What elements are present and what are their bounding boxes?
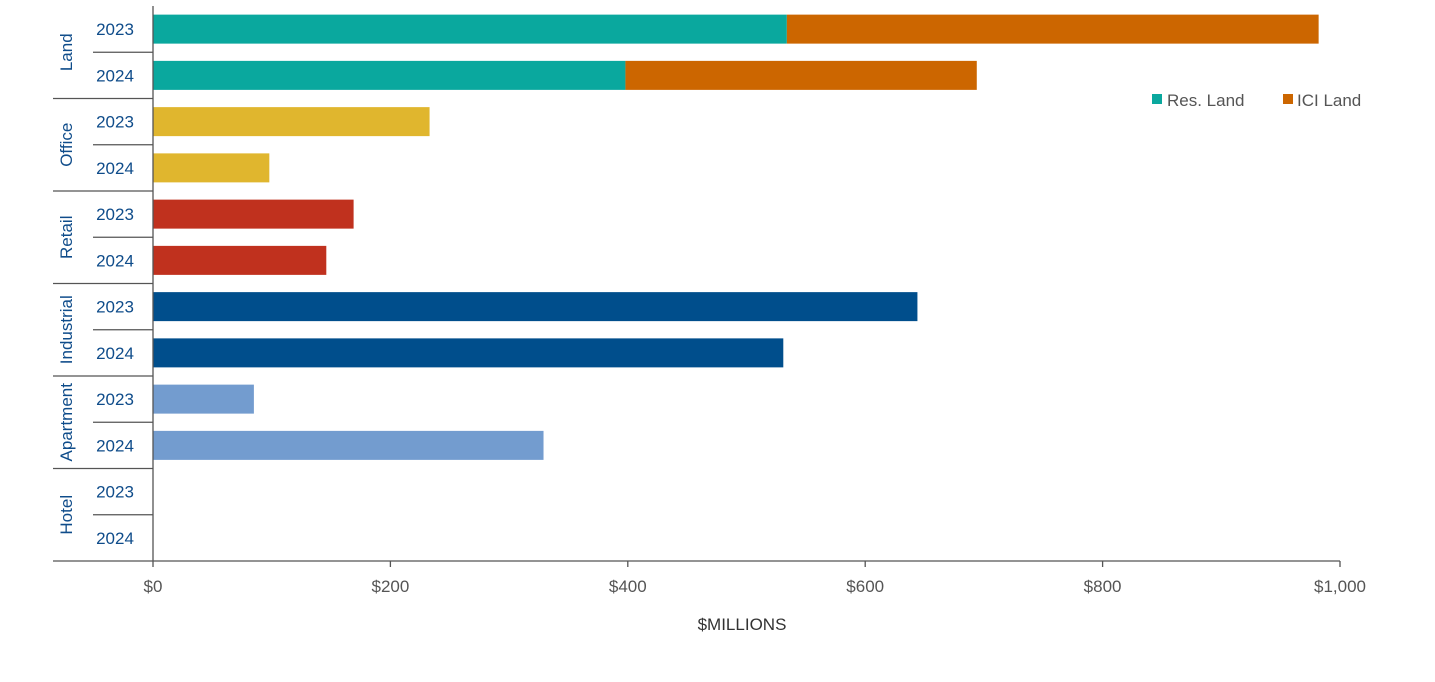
year-label: 2024 bbox=[96, 436, 134, 455]
bar-apartment-2023-apartment bbox=[153, 384, 254, 414]
bar-retail-2023-retail bbox=[153, 199, 354, 229]
legend-swatch-res-land bbox=[1152, 94, 1162, 104]
x-tick-label: $0 bbox=[144, 577, 163, 596]
year-label: 2024 bbox=[96, 251, 134, 270]
bar-industrial-2023-industrial bbox=[153, 292, 918, 322]
bar-office-2024-office bbox=[153, 153, 270, 183]
year-label: 2023 bbox=[96, 113, 134, 132]
y-axis: 2023 2024 Land 2023 2024 Office 2023 2024 Retail… bbox=[53, 6, 154, 561]
x-tick-label: $1,000 bbox=[1314, 577, 1366, 596]
x-tick-label: $600 bbox=[846, 577, 884, 596]
group-label-industrial: Industrial bbox=[57, 295, 76, 364]
bar-industrial-2024-industrial bbox=[153, 338, 784, 368]
year-label: 2023 bbox=[96, 20, 134, 39]
legend-label-ici-land: ICI Land bbox=[1297, 91, 1361, 110]
legend-label-res-land: Res. Land bbox=[1167, 91, 1245, 110]
group-label-hotel: Hotel bbox=[57, 495, 76, 535]
x-axis-label: $MILLIONS bbox=[698, 615, 787, 634]
year-label: 2023 bbox=[96, 205, 134, 224]
bar-office-2023-office bbox=[153, 107, 430, 137]
bar-land-2023-res-land bbox=[153, 14, 787, 44]
group-label-land: Land bbox=[57, 33, 76, 71]
bar-apartment-2024-apartment bbox=[153, 430, 544, 460]
legend-swatch-ici-land bbox=[1283, 94, 1293, 104]
year-label: 2023 bbox=[96, 390, 134, 409]
bars bbox=[153, 14, 1319, 460]
group-label-apartment: Apartment bbox=[57, 383, 76, 462]
x-tick-label: $200 bbox=[371, 577, 409, 596]
year-label: 2024 bbox=[96, 344, 134, 363]
year-label: 2023 bbox=[96, 298, 134, 317]
x-tick-label: $800 bbox=[1084, 577, 1122, 596]
bar-retail-2024-retail bbox=[153, 245, 327, 275]
year-label: 2024 bbox=[96, 159, 134, 178]
x-axis: $0 $200 $400 $600 $800 $1,000 bbox=[53, 560, 1366, 596]
group-label-office: Office bbox=[57, 123, 76, 167]
x-tick-label: $400 bbox=[609, 577, 647, 596]
year-label: 2023 bbox=[96, 483, 134, 502]
bar-land-2023-ici-land bbox=[786, 14, 1319, 44]
year-label: 2024 bbox=[96, 66, 134, 85]
bar-land-2024-res-land bbox=[153, 60, 626, 90]
legend: Res. Land ICI Land bbox=[1152, 91, 1361, 110]
year-label: 2024 bbox=[96, 529, 134, 548]
group-label-retail: Retail bbox=[57, 216, 76, 259]
bar-land-2024-ici-land bbox=[625, 60, 977, 90]
